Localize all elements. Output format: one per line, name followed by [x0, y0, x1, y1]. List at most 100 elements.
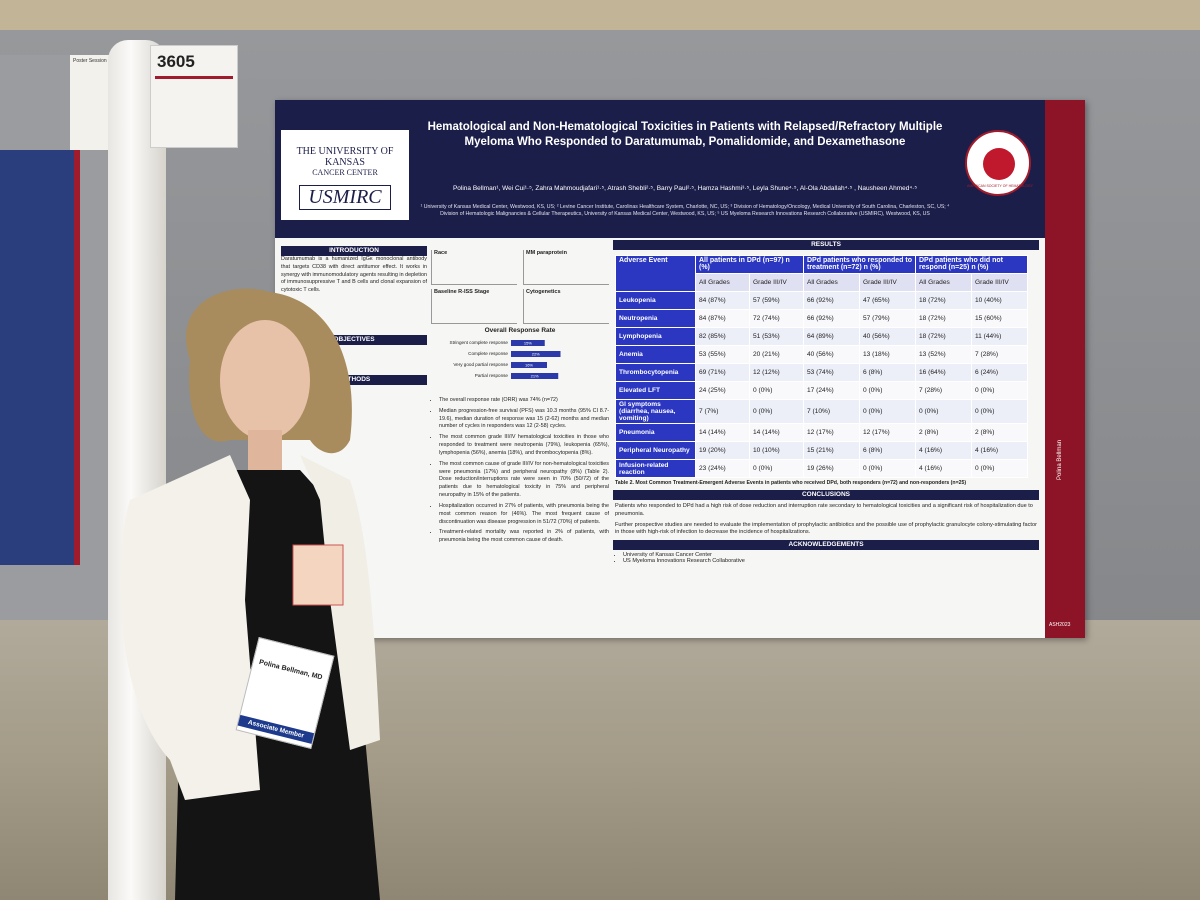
- section-heading: METHODS: [281, 375, 427, 386]
- table-row: Leukopenia 84 (87%) 57 (59%) 66 (92%) 47 (65…: [615, 291, 1028, 310]
- table-row: Anemia 53 (55%) 20 (21%) 40 (56%) 13 (18%) 13…: [615, 345, 1028, 364]
- bar: [511, 373, 559, 379]
- value-cell: 51 (53%): [749, 327, 804, 346]
- value-cell: 4 (16%): [915, 441, 972, 460]
- institution-logo: THE UNIVERSITY OF KANSAS CANCER CENTER U…: [281, 130, 409, 220]
- floor: [0, 620, 1200, 900]
- value-cell: 69 (71%): [695, 363, 750, 382]
- value-cell: 10 (10%): [749, 441, 804, 460]
- poster-title: Hematological and Non-Hematological Toxi…: [427, 121, 943, 148]
- value-cell: 7 (7%): [695, 399, 750, 424]
- neighbor-poster: [0, 150, 80, 565]
- event-cell: Elevated LFT: [615, 381, 696, 400]
- pole: [108, 40, 166, 900]
- value-label: 16%: [525, 363, 533, 368]
- column-left: INTRODUCTION Daratumumab is a humanized …: [281, 246, 427, 386]
- subheader-cell: All Grades: [695, 273, 750, 292]
- subheader-cell: All Grades: [915, 273, 972, 292]
- value-cell: 12 (12%): [749, 363, 804, 382]
- table-row: Lymphopenia 82 (85%) 51 (53%) 64 (89%) 40 (5…: [615, 327, 1028, 346]
- chart-title: MM paraprotein: [523, 250, 609, 285]
- neighbor-sign: Poster Session: [70, 55, 112, 150]
- usmirc-logo: USMIRC: [299, 185, 391, 210]
- result-bullet: The most common grade III/IV hematologic…: [439, 434, 609, 457]
- table-row: Peripheral Neuropathy 19 (20%) 10 (10%) 15 …: [615, 441, 1028, 460]
- value-cell: 17 (24%): [803, 381, 860, 400]
- society-name: AMERICAN SOCIETY OF HEMATOLOGY: [967, 184, 1033, 188]
- table-row: Infusion-related reaction 23 (24%) 0 (0%) 1…: [615, 459, 1028, 478]
- value-cell: 15 (60%): [971, 309, 1028, 328]
- value-label: 15%: [524, 341, 532, 346]
- results: RESULTS Adverse Event All patients in DPd…: [613, 240, 1039, 564]
- badge-name: Polina Bellman, MD: [258, 658, 324, 682]
- value-cell: 0 (0%): [749, 399, 804, 424]
- result-bullet: The overall response rate (ORR) was 74% …: [439, 397, 609, 405]
- ack-item: University of Kansas Cancer Center: [623, 552, 1039, 558]
- value-cell: 0 (0%): [971, 459, 1028, 478]
- header-cell: All patients in DPd (n=97) n (%): [695, 255, 804, 274]
- event-cell: Leukopenia: [615, 291, 696, 310]
- category-label: Stringent complete response: [450, 340, 509, 345]
- value-cell: 0 (0%): [859, 399, 916, 424]
- sign-label: Poster Session: [73, 58, 107, 64]
- event-cell: Peripheral Neuropathy: [615, 441, 696, 460]
- strip-name: Polina Bellman: [1057, 439, 1063, 480]
- bar: [511, 351, 561, 357]
- event-cell: Anemia: [615, 345, 696, 364]
- value-cell: 7 (28%): [915, 381, 972, 400]
- value-cell: 66 (92%): [803, 309, 860, 328]
- value-cell: 0 (0%): [749, 381, 804, 400]
- acknowledgements: ACKNOWLEDGEMENTS University of Kansas Ca…: [613, 540, 1039, 564]
- value-cell: 2 (8%): [915, 423, 972, 442]
- value-cell: 19 (26%): [803, 459, 860, 478]
- table-row: Thrombocytopenia 69 (71%) 12 (12%) 53 (74%)…: [615, 363, 1028, 382]
- section-heading: INTRODUCTION: [281, 246, 427, 256]
- chart-title: Baseline R-ISS Stage: [431, 289, 517, 324]
- table-row: Elevated LFT 24 (25%) 0 (0%) 17 (24%) 0 (0%)…: [615, 381, 1028, 400]
- subheader-cell: Grade III/IV: [749, 273, 804, 292]
- response-chart: Overall Response Rate Stringent complete…: [450, 327, 561, 379]
- subheader-cell: All Grades: [803, 273, 860, 292]
- event-cell: GI symptoms (diarrhea, nausea, vomiting): [615, 399, 696, 424]
- conclusion-text: Patients who responded to DPd had a high…: [615, 503, 1033, 517]
- table-row: GI symptoms (diarrhea, nausea, vomiting)…: [615, 399, 1028, 424]
- value-cell: 6 (8%): [859, 363, 916, 382]
- result-bullet: The most common cause of grade III/IV fo…: [439, 461, 609, 500]
- value-cell: 18 (72%): [915, 309, 972, 328]
- value-cell: 40 (56%): [859, 327, 916, 346]
- value-cell: 53 (74%): [803, 363, 860, 382]
- value-cell: 12 (17%): [859, 423, 916, 442]
- value-cell: 13 (52%): [915, 345, 972, 364]
- chart-title: Overall Response Rate: [485, 327, 556, 334]
- value-label: 21%: [531, 374, 539, 379]
- bar: [511, 340, 545, 346]
- value-cell: 18 (72%): [915, 291, 972, 310]
- category-label: Partial response: [475, 373, 509, 378]
- subheader-cell: Grade III/IV: [971, 273, 1028, 292]
- event-cell: Pneumonia: [615, 423, 696, 442]
- result-bullet: Hospitalization occurred in 27% of patie…: [439, 503, 609, 526]
- table-row: Neutropenia 84 (87%) 72 (74%) 66 (92%) 57 (7…: [615, 309, 1028, 328]
- chart-title: Cytogenetics: [523, 289, 609, 324]
- value-cell: 7 (10%): [803, 399, 860, 424]
- conclusions: CONCLUSIONS Patients who responded to DP…: [613, 490, 1039, 537]
- value-cell: 23 (24%): [695, 459, 750, 478]
- value-cell: 64 (89%): [803, 327, 860, 346]
- value-cell: 53 (55%): [695, 345, 750, 364]
- value-cell: 0 (0%): [971, 399, 1028, 424]
- chart-title: Race: [431, 250, 517, 285]
- authors: Polina Bellman¹, Wei Cui¹·⁵, Zahra Mahmo…: [452, 185, 918, 192]
- value-cell: 57 (59%): [749, 291, 804, 310]
- value-cell: 47 (65%): [859, 291, 916, 310]
- side-strip: Polina Bellman ASH2023: [1045, 100, 1085, 638]
- value-cell: 0 (0%): [971, 381, 1028, 400]
- value-cell: 7 (28%): [971, 345, 1028, 364]
- header-cell: Adverse Event: [615, 255, 696, 292]
- adverse-events-table: Adverse Event All patients in DPd (n=97) …: [615, 255, 1028, 478]
- event-cell: Infusion-related reaction: [615, 459, 696, 478]
- intro-text: Daratumumab is a humanized IgGκ monoclon…: [281, 256, 427, 294]
- sign-rule: [155, 76, 233, 79]
- value-cell: 14 (14%): [749, 423, 804, 442]
- value-cell: 82 (85%): [695, 327, 750, 346]
